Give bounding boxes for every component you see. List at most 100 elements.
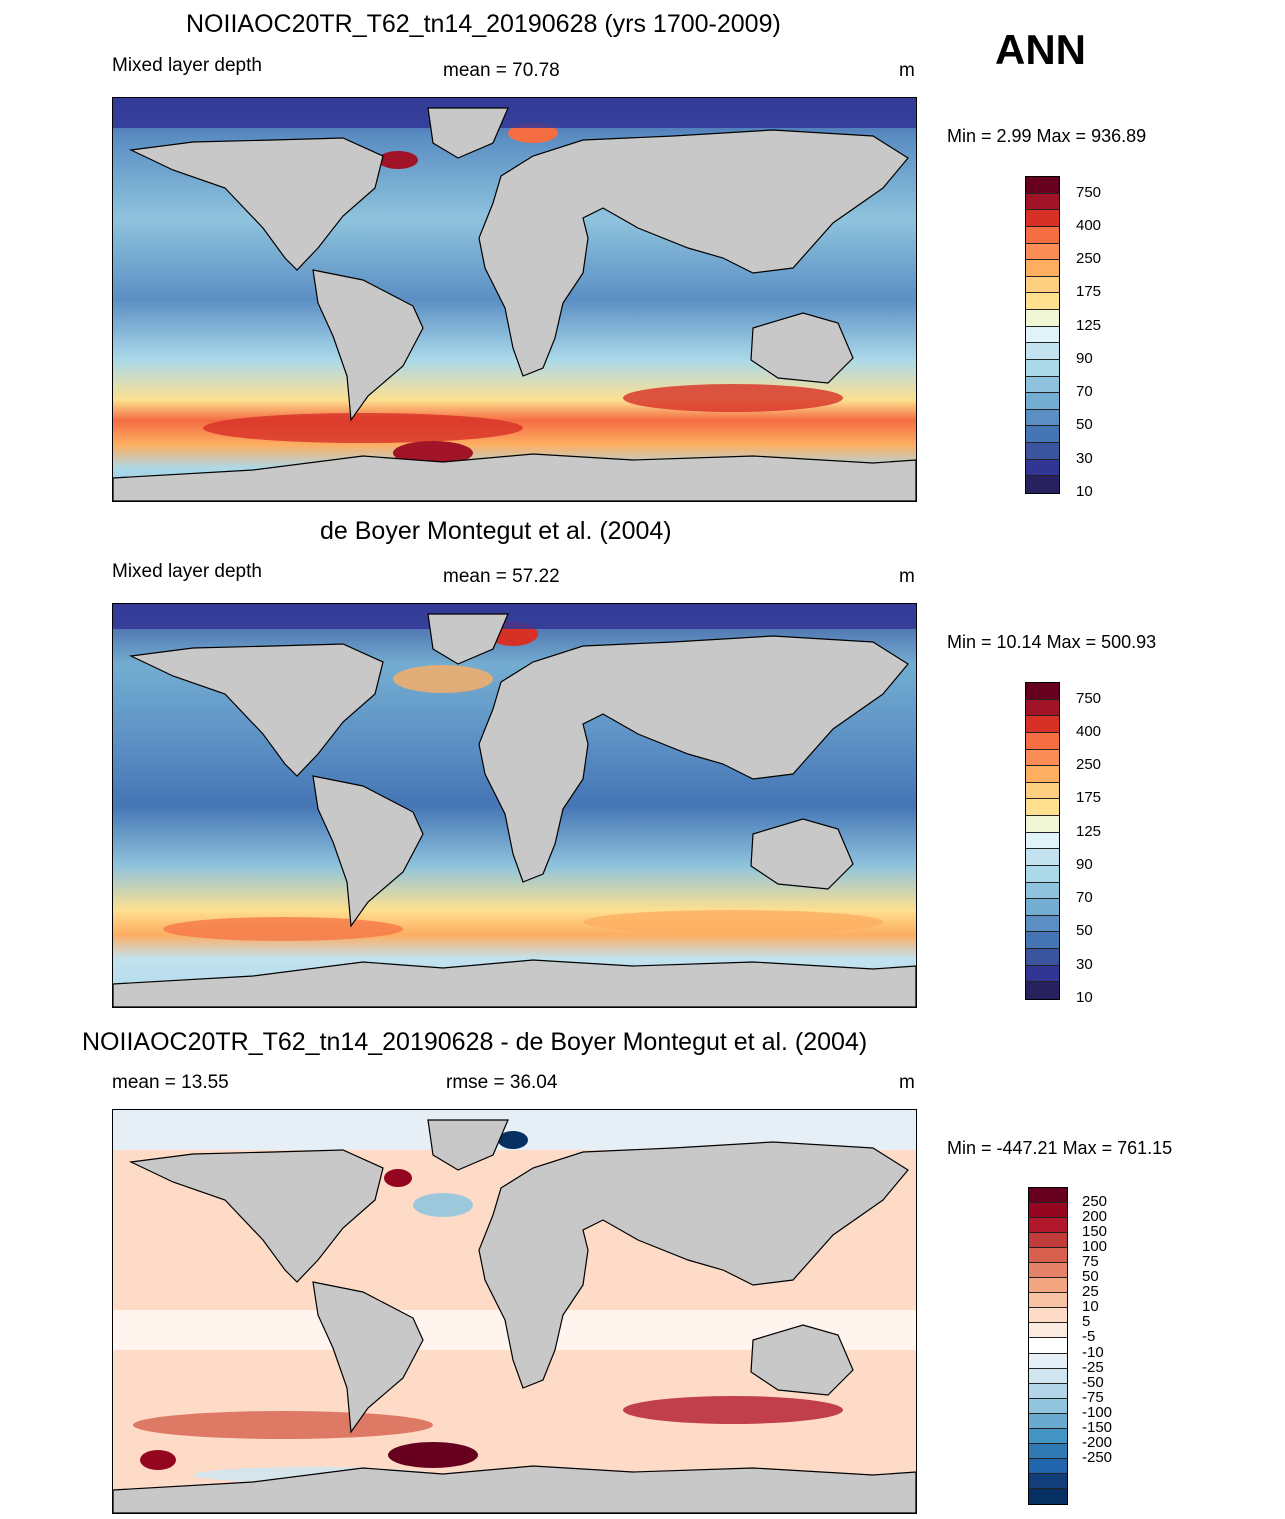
- colorbar-swatch: [1029, 1443, 1067, 1459]
- colorbar-swatch: [1026, 476, 1059, 493]
- colorbar-tick-label: 25: [1082, 1283, 1099, 1301]
- colorbar-tick-label: -50: [1082, 1373, 1104, 1391]
- colorbar-swatch: [1029, 1383, 1067, 1399]
- colorbar-swatch: [1026, 899, 1059, 916]
- colorbar-tick-label: 125: [1076, 316, 1102, 334]
- colorbar-tick-label: 10: [1076, 989, 1093, 1006]
- colorbar-swatch: [1026, 915, 1059, 933]
- colorbar-swatch: [1029, 1203, 1067, 1219]
- colorbar-tick-label: 30: [1076, 449, 1093, 467]
- colorbar-tick-label: 400: [1076, 216, 1102, 234]
- colorbar-swatch: [1029, 1488, 1067, 1504]
- colorbar-tick-label: 10: [1076, 483, 1093, 500]
- colorbar-swatch: [1029, 1218, 1067, 1234]
- colorbar-swatch: [1026, 699, 1059, 717]
- colorbar-tick-label: -200: [1082, 1433, 1113, 1451]
- panel3-minmax-label: Min = -447.21 Max = 761.15: [947, 1138, 1173, 1158]
- colorbar-swatch: [1029, 1353, 1067, 1369]
- colorbar-swatch: [1026, 732, 1059, 750]
- colorbar-swatch: [1026, 766, 1059, 783]
- colorbar-swatch: [1029, 1278, 1067, 1294]
- colorbar-swatch: [1026, 443, 1059, 460]
- colorbar-tick-label: 10: [1082, 1298, 1099, 1316]
- colorbar-swatch: [1026, 459, 1059, 477]
- panel2-title: de Boyer Montegut et al. (2004): [320, 517, 672, 545]
- colorbar-swatch: [1026, 193, 1059, 211]
- colorbar-tick-label: -75: [1082, 1388, 1104, 1406]
- colorbar-tick-label: 250: [1076, 250, 1102, 268]
- panel1-mean-label: mean = 70.78: [443, 60, 560, 81]
- colorbar-swatch: [1029, 1308, 1067, 1324]
- colorbar-tick-label: 75: [1082, 1253, 1099, 1271]
- colorbar-tick-label: 250: [1082, 1193, 1108, 1211]
- colorbar-swatch: [1026, 932, 1059, 949]
- colorbar-tick-label: 90: [1076, 349, 1093, 367]
- colorbar-swatch: [1029, 1293, 1067, 1309]
- colorbar-swatch: [1029, 1263, 1067, 1279]
- colorbar-tick-label: 150: [1082, 1223, 1108, 1241]
- colorbar-swatch: [1026, 882, 1059, 900]
- colorbar-swatch: [1026, 865, 1059, 883]
- colorbar-swatch: [1026, 683, 1059, 700]
- colorbar-tick-label: 400: [1076, 722, 1102, 740]
- colorbar-swatch: [1026, 210, 1059, 227]
- panel2-variable-label: Mixed layer depth: [112, 561, 262, 582]
- colorbar-tick-label: 50: [1076, 922, 1093, 940]
- panel3-title: NOIIAOC20TR_T62_tn14_20190628 - de Boyer…: [82, 1028, 868, 1056]
- colorbar-tick-label: 100: [1082, 1238, 1108, 1256]
- colorbar-swatch: [1029, 1188, 1067, 1204]
- colorbar-tick-label: 50: [1076, 416, 1093, 434]
- colorbar-tick-label: 70: [1076, 889, 1093, 907]
- colorbar-swatch: [1026, 949, 1059, 966]
- panel1-units-label: m: [899, 60, 915, 81]
- colorbar-swatch: [1029, 1428, 1067, 1444]
- colorbar-swatch: [1026, 243, 1059, 261]
- colorbar-swatch: [1026, 276, 1059, 294]
- colorbar-swatch: [1029, 1368, 1067, 1384]
- colorbar-swatch: [1026, 832, 1059, 850]
- panel2-colorbar: [1025, 682, 1060, 1000]
- colorbar-swatch: [1029, 1323, 1067, 1339]
- panel3-colorbar: [1028, 1187, 1068, 1505]
- colorbar-swatch: [1026, 376, 1059, 394]
- colorbar-swatch: [1029, 1248, 1067, 1264]
- season-label: ANN: [995, 26, 1086, 73]
- panel2-map: [112, 603, 917, 1008]
- colorbar-swatch: [1029, 1458, 1067, 1474]
- panel1-map: [112, 97, 917, 502]
- colorbar-swatch: [1026, 359, 1059, 377]
- colorbar-tick-label: 750: [1076, 689, 1102, 707]
- colorbar-tick-label: -250: [1082, 1448, 1113, 1466]
- colorbar-tick-label: 750: [1076, 183, 1102, 201]
- colorbar-swatch: [1026, 326, 1059, 344]
- colorbar-tick-label: 125: [1076, 822, 1102, 840]
- colorbar-swatch: [1026, 310, 1059, 327]
- panel1-colorbar: [1025, 176, 1060, 494]
- panel1-variable-label: Mixed layer depth: [112, 55, 262, 76]
- colorbar-swatch: [1029, 1338, 1067, 1354]
- colorbar-swatch: [1026, 293, 1059, 310]
- colorbar-swatch: [1026, 716, 1059, 733]
- colorbar-swatch: [1026, 260, 1059, 277]
- colorbar-tick-label: -150: [1082, 1418, 1113, 1436]
- panel2-mean-label: mean = 57.22: [443, 566, 560, 587]
- panel2-minmax-label: Min = 10.14 Max = 500.93: [947, 632, 1157, 652]
- panel2-units-label: m: [899, 566, 915, 587]
- colorbar-swatch: [1026, 816, 1059, 833]
- colorbar-swatch: [1026, 426, 1059, 443]
- colorbar-swatch: [1026, 849, 1059, 866]
- colorbar-swatch: [1026, 782, 1059, 800]
- colorbar-swatch: [1029, 1413, 1067, 1429]
- panel3-units-label: m: [899, 1072, 915, 1093]
- colorbar-swatch: [1026, 343, 1059, 360]
- colorbar-tick-label: 5: [1082, 1313, 1091, 1331]
- panel3-map: [112, 1109, 917, 1514]
- panel3-rmse-label: rmse = 36.04: [446, 1072, 558, 1093]
- panel1-title: NOIIAOC20TR_T62_tn14_20190628 (yrs 1700-…: [186, 10, 781, 38]
- colorbar-tick-label: 70: [1076, 383, 1093, 401]
- colorbar-swatch: [1029, 1398, 1067, 1414]
- panel3-mean-label: mean = 13.55: [112, 1072, 229, 1093]
- colorbar-swatch: [1026, 226, 1059, 244]
- colorbar-swatch: [1026, 982, 1059, 999]
- colorbar-tick-label: 250: [1076, 756, 1102, 774]
